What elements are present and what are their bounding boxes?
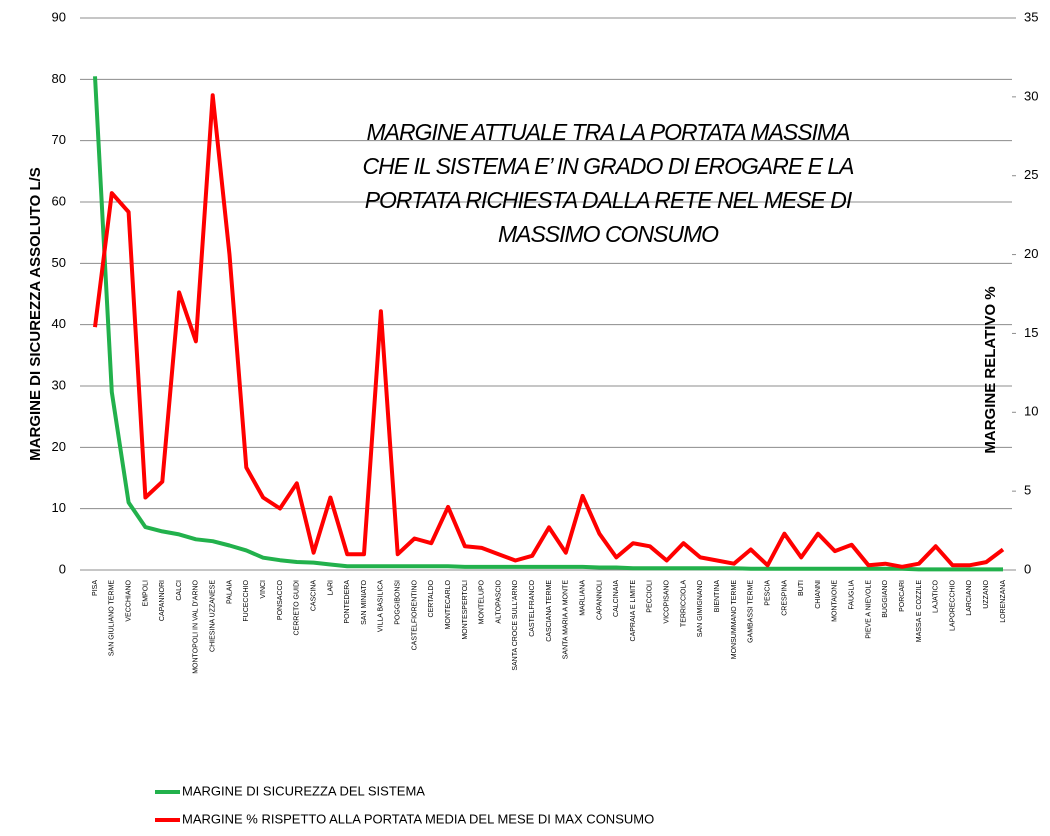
y-tick-label: 50 [52, 255, 66, 270]
x-tick-label: BUGGIANO [882, 579, 889, 617]
x-tick-label: FAUGLIA [849, 580, 856, 610]
x-tick-label: CASTELFIORENTINO [411, 579, 418, 650]
x-tick-label: SANTA MARIA A MONTE [563, 580, 570, 660]
y-tick-label: 30 [52, 377, 66, 392]
annotation: MASSIMO CONSUMO [498, 221, 719, 247]
x-tick-label: SAN MINIATO [361, 579, 368, 624]
x-tick-label: GAMBASSI TERME [748, 580, 755, 643]
y2-tick-label: 20 [1024, 246, 1038, 261]
x-tick-label: LAPORECCHIO [949, 579, 956, 631]
y-tick-label: 0 [59, 561, 66, 576]
x-tick-label: SANTA CROCE SULL'ARNO [512, 579, 519, 670]
x-tick-label: PIEVE A NIEVOLE [865, 580, 872, 639]
x-tick-label: LARI [327, 580, 334, 596]
legend-label: MARGINE % RISPETTO ALLA PORTATA MEDIA DE… [182, 811, 654, 826]
x-tick-label: BIENTINA [714, 580, 721, 613]
x-tick-label: CASTELFRANCO [529, 579, 536, 636]
y-tick-label: 40 [52, 316, 66, 331]
x-tick-label: VICOPISANO [664, 579, 671, 623]
x-tick-label: MONTELUPO [479, 579, 486, 624]
y2-tick-label: 5 [1024, 483, 1031, 498]
x-tick-label: MONTOPOLI IN VAL D'ARNO [193, 579, 200, 673]
x-tick-label: SAN GIULIANO TERME [109, 580, 116, 656]
x-tick-label: CAPANNOLI [596, 580, 603, 620]
y-tick-label: 60 [52, 193, 66, 208]
x-tick-label: PONTEDERA [344, 580, 351, 624]
y2-tick-label: 0 [1024, 561, 1031, 576]
y-tick-label: 70 [52, 132, 66, 147]
x-tick-label: TERRICCIOLA [680, 580, 687, 627]
x-tick-label: MASSA E COZZILE [916, 580, 923, 643]
legend-label: MARGINE DI SICUREZZA DEL SISTEMA [182, 783, 425, 798]
x-tick-label: CRESPINA [781, 580, 788, 616]
data-line [93, 93, 1005, 569]
x-tick-label: LAJATICO [933, 579, 940, 612]
y2-tick-label: 25 [1024, 167, 1038, 182]
y2-tick-label: 15 [1024, 325, 1038, 340]
y-tick-label: 90 [52, 9, 66, 24]
y-axis-title: MARGINE DI SICUREZZA ASSOLUTO L/S [27, 167, 44, 461]
x-tick-label: CHIESINA UZZANESE [210, 580, 217, 652]
x-tick-label: LARCIANO [966, 579, 973, 615]
x-tick-label: LORENZANA [1000, 580, 1007, 623]
x-tick-label: CALCINAIA [613, 580, 620, 617]
x-tick-label: SAN GIMIGNANO [697, 579, 704, 637]
x-tick-label: ALTOPASCIO [495, 579, 502, 623]
y2-tick-label: 30 [1024, 88, 1038, 103]
y-tick-label: 10 [52, 500, 66, 515]
x-tick-label: UZZANO [983, 579, 990, 608]
x-tick-label: VILLA BASILICA [378, 580, 385, 632]
x-tick-label: VINCI [260, 580, 267, 599]
y2-tick-label: 35 [1024, 9, 1038, 24]
x-tick-label: PECCIOLI [647, 580, 654, 613]
x-tick-label: PALAIA [226, 580, 233, 604]
x-tick-label: BUTI [798, 580, 805, 596]
x-tick-label: PESCIA [764, 580, 771, 606]
x-tick-label: CHIANNI [815, 580, 822, 609]
x-tick-label: MONTESPERTOLI [462, 580, 469, 640]
y-tick-label: 80 [52, 71, 66, 86]
x-tick-label: FUCECCHIO [243, 579, 250, 621]
x-tick-label: CAPRAIA E LIMITE [630, 580, 637, 642]
x-tick-label: POGGIBONSI [395, 580, 402, 625]
annotation: MARGINE ATTUALE TRA LA PORTATA MASSIMA [367, 119, 851, 145]
x-tick-label: VECCHIANO [125, 579, 132, 621]
y-tick-label: 20 [52, 439, 66, 454]
x-tick-label: CALCI [176, 580, 183, 601]
y2-axis-title: MARGINE RELATIVO % [982, 286, 999, 453]
x-tick-label: MONTECARLO [445, 579, 452, 629]
x-tick-label: PORCARI [899, 580, 906, 612]
x-tick-label: CASCINA [310, 580, 317, 611]
x-tick-label: PISA [92, 580, 99, 596]
x-tick-label: CERTALDO [428, 579, 435, 617]
x-tick-label: CERRETO GUIDI [294, 580, 301, 636]
x-tick-label: CAPANNORI [159, 580, 166, 621]
x-tick-label: MONSUMMANO TERME [731, 580, 738, 660]
y2-tick-label: 10 [1024, 404, 1038, 419]
x-tick-label: CASCIANA TERME [546, 580, 553, 642]
x-tick-label: MONTAIONE [832, 580, 839, 622]
annotation: PORTATA RICHIESTA DALLA RETE NEL MESE DI [365, 187, 853, 213]
data-line [93, 76, 1003, 572]
x-tick-label: MARLIANA [579, 580, 586, 616]
x-tick-label: EMPOLI [142, 580, 149, 607]
annotation: CHE IL SISTEMA E’ IN GRADO DI EROGARE E … [363, 153, 855, 179]
x-tick-label: PONSACCO [277, 579, 284, 620]
